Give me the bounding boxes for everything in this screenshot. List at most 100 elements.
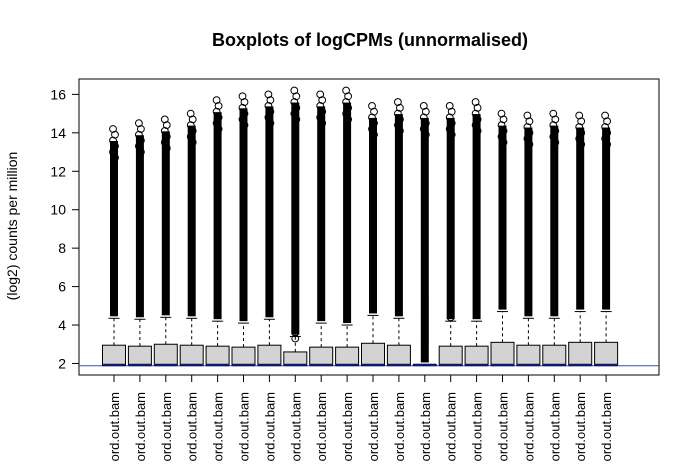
- y-tick-label: 4: [58, 317, 66, 333]
- outlier-point: [370, 130, 378, 139]
- outlier-strip: [343, 102, 352, 324]
- y-tick-label: 10: [50, 202, 66, 218]
- box-body: [102, 344, 126, 366]
- outlier-point: [446, 307, 455, 316]
- outlier-point: [473, 126, 482, 135]
- box-body: [438, 345, 463, 366]
- outlier-strip: [239, 108, 248, 322]
- x-tick-label: ord.out.bam: [314, 392, 329, 461]
- outlier-point: [603, 140, 611, 149]
- outlier-point: [292, 115, 301, 124]
- outlier-point: [291, 328, 300, 337]
- outlier-point: [420, 332, 429, 341]
- outlier-strip: [135, 135, 144, 318]
- outlier-point: [396, 126, 404, 135]
- outlier-point: [525, 140, 534, 149]
- box-1: [102, 125, 126, 367]
- box-body: [257, 344, 282, 366]
- outlier-strip: [472, 114, 481, 320]
- x-tick-label: ord.out.bam: [444, 392, 459, 461]
- box-body: [231, 346, 256, 366]
- y-tick-label: 16: [50, 86, 66, 102]
- outlier-point: [420, 321, 429, 329]
- outlier-strip: [420, 117, 429, 363]
- x-axis-labels: ord.out.bam ord.out.bam ord.out.bam ord.out…: [107, 375, 614, 461]
- outlier-strip: [602, 127, 611, 310]
- box-18: [542, 109, 567, 367]
- box-7: [257, 90, 282, 367]
- outlier-strip: [291, 102, 300, 335]
- box-9: [309, 90, 334, 367]
- outlier-point: [344, 115, 353, 124]
- x-tick-label: ord.out.bam: [262, 392, 277, 461]
- box-4: [179, 109, 204, 367]
- outlier-strip: [550, 125, 559, 317]
- x-tick-label: ord.out.bam: [107, 392, 122, 461]
- box-body: [542, 344, 567, 366]
- plot-frame: [78, 78, 660, 376]
- box-body: [179, 344, 204, 366]
- outlier-point: [318, 119, 327, 128]
- box-8: [283, 86, 308, 367]
- box-body: [309, 346, 334, 366]
- outlier-point: [551, 138, 560, 147]
- outlier-point: [446, 313, 455, 322]
- box-16: [490, 109, 515, 367]
- box-body: [283, 351, 308, 366]
- y-tick-label: 14: [50, 125, 66, 141]
- box-body: [153, 343, 178, 366]
- outlier-point: [188, 138, 197, 147]
- y-tick-label: 8: [58, 240, 66, 256]
- outlier-strip: [265, 106, 274, 318]
- outlier-point: [420, 338, 429, 347]
- box-body: [464, 345, 489, 366]
- box-19: [568, 111, 593, 367]
- x-tick-label: ord.out.bam: [521, 392, 536, 461]
- x-tick-label: ord.out.bam: [366, 392, 381, 461]
- box-11: [361, 102, 385, 367]
- outlier-strip: [213, 112, 222, 320]
- y-tick-label: 6: [58, 279, 66, 295]
- box-body: [335, 346, 360, 366]
- x-tick-label: ord.out.bam: [237, 392, 252, 461]
- x-tick-label: ord.out.bam: [340, 392, 355, 461]
- outlier-strip: [524, 127, 533, 317]
- x-tick-label: ord.out.bam: [133, 392, 148, 461]
- outlier-point: [420, 303, 429, 312]
- x-tick-label: ord.out.bam: [496, 392, 511, 461]
- outlier-point: [421, 130, 430, 139]
- boxes-group: [79, 86, 659, 367]
- outlier-point: [499, 138, 508, 147]
- box-body: [127, 345, 152, 366]
- box-body: [568, 341, 593, 366]
- outlier-strip: [110, 140, 118, 317]
- y-tick-label: 12: [50, 163, 66, 179]
- outlier-strip: [498, 125, 507, 310]
- outlier-point: [420, 309, 429, 318]
- box-12: [386, 98, 411, 367]
- x-tick-label: ord.out.bam: [159, 392, 174, 461]
- box-10: [335, 86, 360, 367]
- outlier-point: [214, 125, 223, 133]
- outlier-point: [291, 323, 300, 331]
- x-tick-label: ord.out.bam: [599, 392, 614, 461]
- box-3: [153, 115, 178, 367]
- x-tick-label: ord.out.bam: [547, 392, 562, 461]
- outlier-point: [577, 140, 586, 149]
- outlier-point: [291, 317, 300, 326]
- box-17: [516, 111, 541, 367]
- box-15: [464, 98, 489, 367]
- outlier-strip: [576, 127, 585, 310]
- y-axis-label: (log2) counts per million: [4, 152, 20, 301]
- outlier-strip: [446, 117, 455, 320]
- y-tick-label: 2: [58, 355, 66, 371]
- x-tick-label: ord.out.bam: [470, 392, 485, 461]
- box-5: [205, 96, 230, 367]
- box-body: [205, 345, 230, 366]
- box-14: [438, 102, 463, 367]
- outlier-point: [420, 315, 429, 324]
- outlier-strip: [317, 106, 326, 322]
- x-tick-label: ord.out.bam: [288, 392, 303, 461]
- outlier-point: [266, 119, 275, 128]
